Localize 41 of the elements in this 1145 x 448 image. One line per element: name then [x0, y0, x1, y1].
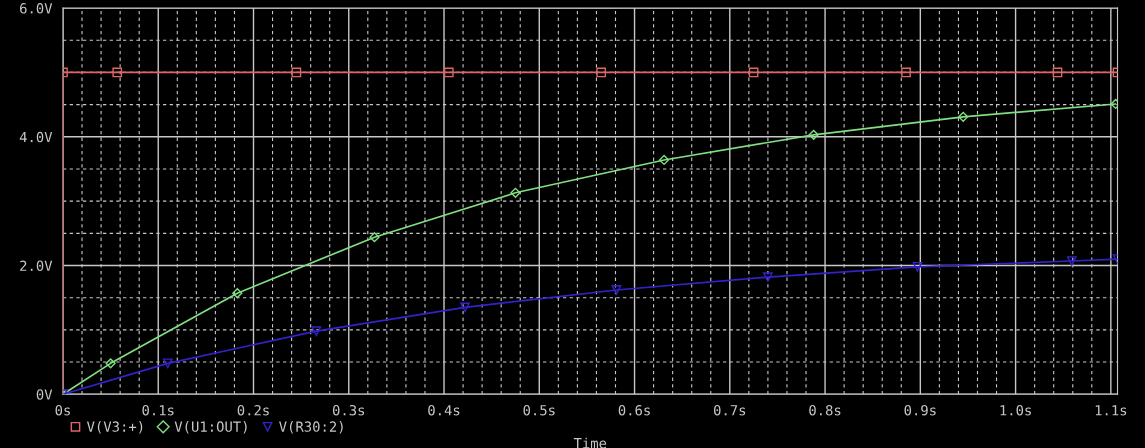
x-tick-label: 0s — [55, 404, 70, 416]
x-tick-label: 0.1s — [142, 404, 174, 416]
point — [763, 272, 773, 282]
x-tick-label: 0.5s — [523, 404, 555, 416]
point — [105, 358, 116, 369]
x-tick-label: 0.2s — [237, 404, 269, 416]
point — [1052, 67, 1063, 78]
point — [510, 187, 521, 198]
legend-label: V(U1:OUT) — [174, 421, 247, 434]
point — [912, 261, 923, 272]
y-tick-label: 2.0V — [20, 260, 53, 272]
x-tick-label: 0.7s — [713, 404, 746, 416]
y-tick-label: 4.0V — [19, 131, 53, 143]
x-tick-label: 0.9s — [904, 404, 936, 416]
point — [611, 285, 622, 295]
point — [460, 302, 470, 313]
x-tick-label: 1.0s — [1000, 404, 1031, 416]
legend-label: V(V3:+) — [86, 421, 143, 434]
x-axis-title: Time — [573, 437, 607, 448]
point — [311, 326, 322, 337]
point — [162, 358, 173, 369]
point — [658, 154, 670, 166]
point — [232, 288, 243, 299]
y-tick-label: 0V — [36, 389, 53, 400]
point — [443, 67, 454, 78]
point — [808, 129, 819, 140]
point — [901, 67, 911, 78]
x-tick-label: 1.1s — [1095, 405, 1127, 416]
point — [291, 67, 302, 78]
point — [1066, 256, 1077, 266]
y-tick-label: 6.0V — [20, 3, 53, 14]
x-tick-label: 0.6s — [618, 404, 650, 416]
point — [748, 67, 759, 78]
point — [958, 111, 969, 122]
point — [369, 232, 380, 243]
legend-label: V(R30:2) — [279, 421, 343, 434]
point — [596, 67, 607, 78]
x-tick-label: 0.4s — [428, 404, 460, 416]
x-tick-label: 0.3s — [332, 404, 365, 416]
x-tick-label: 0.8s — [809, 404, 841, 416]
point — [112, 67, 123, 78]
